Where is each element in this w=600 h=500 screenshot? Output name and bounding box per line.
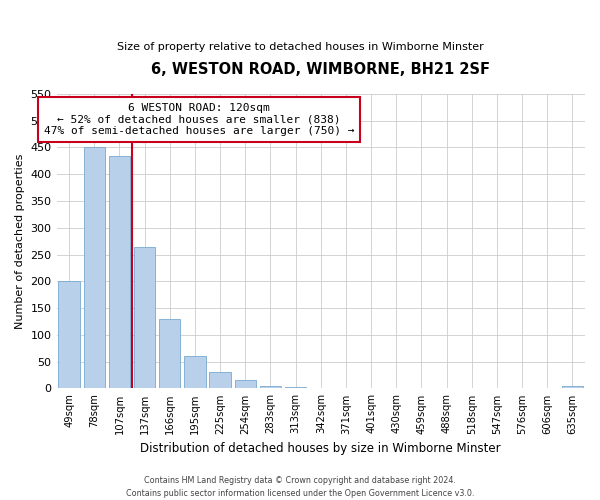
Bar (109, 156, 130, 388)
Bar (184, 356, 206, 388)
Bar (235, 380, 256, 388)
Text: Contains HM Land Registry data © Crown copyright and database right 2024.
Contai: Contains HM Land Registry data © Crown c… (126, 476, 474, 498)
Bar (209, 372, 231, 388)
Y-axis label: Number of detached properties: Number of detached properties (15, 154, 25, 329)
Bar (260, 386, 281, 388)
Bar (83, 148, 105, 388)
Title: 6, WESTON ROAD, WIMBORNE, BH21 2SF: 6, WESTON ROAD, WIMBORNE, BH21 2SF (151, 62, 490, 78)
Bar (562, 386, 583, 388)
Bar (159, 319, 181, 388)
Text: Size of property relative to detached houses in Wimborne Minster: Size of property relative to detached ho… (116, 42, 484, 52)
X-axis label: Distribution of detached houses by size in Wimborne Minster: Distribution of detached houses by size … (140, 442, 501, 455)
Text: 6 WESTON ROAD: 120sqm
← 52% of detached houses are smaller (838)
47% of semi-det: 6 WESTON ROAD: 120sqm ← 52% of detached … (44, 103, 355, 136)
Bar (134, 246, 155, 388)
Bar (58, 282, 80, 389)
